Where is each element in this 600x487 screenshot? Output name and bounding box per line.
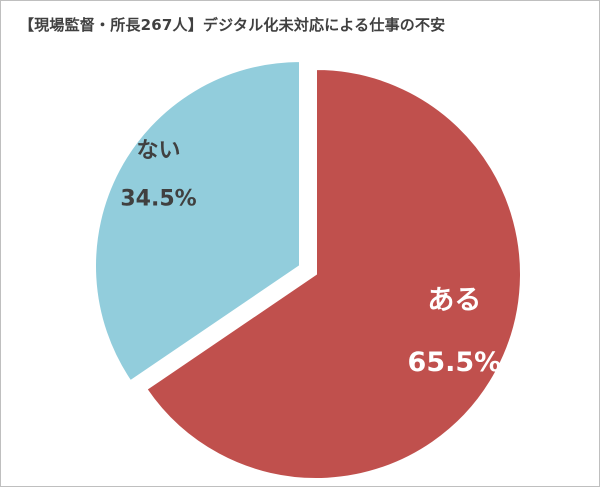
slice-category-label: ない [137, 139, 181, 164]
pie-slice-nai [94, 59, 301, 383]
chart-title: 【現場監督・所長267人】デジタル化未対応による仕事の不安 [19, 16, 446, 34]
slice-value-label: 34.5% [120, 187, 196, 212]
pie-labels: ある 65.5% ない 34.5% [120, 139, 501, 378]
pie-slices [94, 59, 522, 480]
slice-category-label: ある [427, 285, 481, 316]
slice-value-label: 65.5% [408, 347, 502, 378]
pie-slice-aru [145, 67, 522, 480]
